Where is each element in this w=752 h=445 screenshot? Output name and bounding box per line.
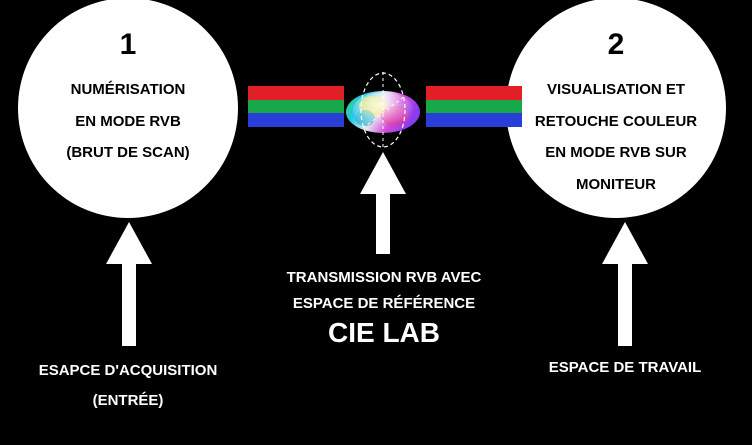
lab-color-sphere-icon [346,72,420,148]
input-space-line: (ENTRÉE) [92,392,164,409]
center-label: TRANSMISSION RVB AVEC ESPACE DE RÉFÉRENC… [226,265,542,349]
step2-text: VISUALISATION ET RETOUCHE COULEUR EN MOD… [506,74,726,200]
step1-line: (BRUT DE SCAN) [66,144,190,161]
step1-number: 1 [119,28,137,61]
step1-line: EN MODE RVB [75,112,181,130]
green-bar [426,99,522,114]
step2-line: EN MODE RVB SUR [545,144,687,161]
step1-line: NUMÉRISATION [70,81,186,98]
step2-number: 2 [607,28,625,61]
arrow-up-icon [106,222,152,346]
step2-circle: 2 VISUALISATION ET RETOUCHE COULEUR EN M… [506,0,726,218]
red-bar [426,86,522,100]
center-line: ESPACE DE RÉFÉRENCE [292,295,476,312]
step1-text: NUMÉRISATION EN MODE RVB (BRUT DE SCAN) [18,74,238,169]
working-space-label: ESPACE DE TRAVAIL [500,356,750,380]
step2-line: VISUALISATION ET [546,81,686,98]
input-space-label: ESAPCE D'ACQUISITION (ENTRÉE) [0,356,256,416]
working-space-line: ESPACE DE TRAVAIL [548,359,702,376]
rgb-bars-right [426,86,522,127]
blue-bar [248,113,344,127]
blue-bar [426,113,522,127]
arrow-up-icon [360,152,406,254]
arrow-up-icon [602,222,648,346]
center-line: TRANSMISSION RVB AVEC [286,269,482,286]
rgb-bars-left [248,86,344,127]
center-title: CIE LAB [328,317,440,348]
step1-circle: 1 NUMÉRISATION EN MODE RVB (BRUT DE SCAN… [18,0,238,218]
step2-line: MONITEUR [576,175,656,193]
step2-line: RETOUCHE COULEUR [534,112,698,130]
green-bar [248,99,344,114]
red-bar [248,86,344,100]
input-space-line: ESAPCE D'ACQUISITION [38,362,218,379]
